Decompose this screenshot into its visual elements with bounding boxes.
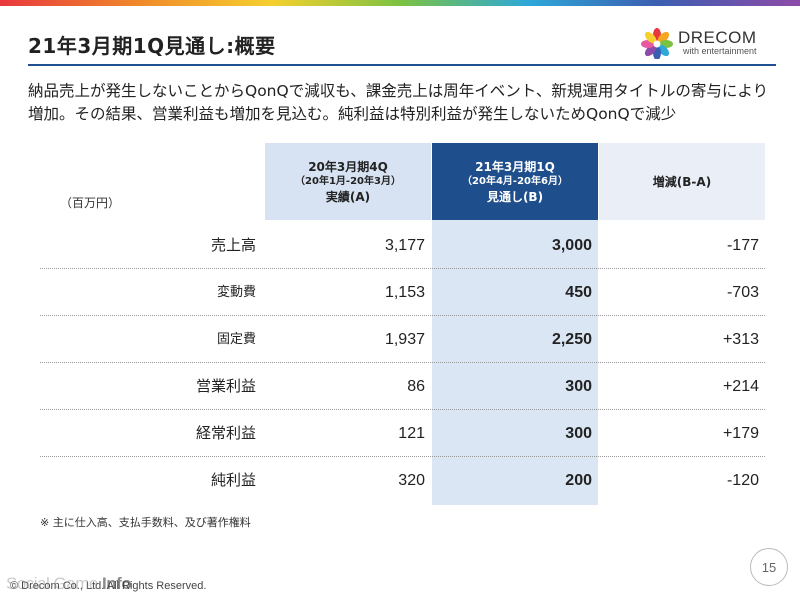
table-row-operating-profit: 営業利益 86 300 +214 (40, 363, 765, 410)
row-label: 固定費 (216, 332, 256, 347)
table-row-net-profit: 純利益 320 200 -120 (40, 457, 765, 504)
cell-forecast: 3,000 (551, 237, 592, 254)
row-label: 経常利益 (195, 424, 256, 442)
cell-actual: 86 (407, 378, 425, 395)
table-row-fixed-cost: 固定費 1,937 2,250 +313 (40, 316, 765, 363)
row-label: 売上高 (210, 236, 256, 254)
table-row-ordinary-profit: 経常利益 121 300 +179 (40, 410, 765, 457)
rainbow-top-bar (0, 0, 800, 6)
cell-forecast: 2,250 (551, 331, 592, 348)
column-header-forecast: 21年3月期1Q （20年4月-20年6月） 見通し(B) (432, 143, 598, 220)
column-header-actual-range: （20年1月-20年3月） (295, 175, 401, 187)
summary-line-1: 納品売上が発生しないことからQonQで減収も、課金売上は周年イベント、新規運用タ… (28, 82, 769, 100)
cell-change: +179 (722, 425, 759, 442)
column-header-forecast-period: 21年3月期1Q (475, 159, 555, 174)
column-header-actual-period: 20年3月期4Q (308, 159, 388, 174)
row-label: 純利益 (210, 471, 256, 489)
watermark: Social Game Info (6, 574, 132, 594)
column-header-forecast-range: （20年4月-20年6月） (462, 175, 568, 187)
column-header-change-label: 増減(B-A) (652, 174, 712, 189)
copyright: © Drecom Co., Ltd. All Rights Reserved. (10, 580, 207, 592)
cell-actual: 121 (398, 425, 425, 442)
row-label: 営業利益 (195, 377, 256, 395)
page-title: 21年3月期1Q見通し:概要 (28, 34, 276, 58)
column-header-actual: 20年3月期4Q （20年1月-20年3月） 実績(A) (265, 143, 431, 220)
cell-change: -703 (726, 284, 759, 301)
watermark-prefix: Social Game (6, 574, 103, 593)
table-row-sales: 売上高 3,177 3,000 -177 (40, 222, 765, 269)
logo-name: DRECOM (678, 27, 757, 47)
cell-actual: 1,153 (384, 284, 425, 301)
drecom-logo: DRECOM with entertainment (640, 24, 776, 60)
page-number: 15 (750, 548, 788, 586)
logo-tagline: with entertainment (683, 45, 757, 56)
watermark-suffix: Info (102, 574, 132, 593)
cell-forecast: 200 (565, 472, 592, 489)
title-underline (28, 64, 776, 66)
summary-line-2: 増加。その結果、営業利益も増加を見込む。純利益は特別利益が発生しないためQonQ… (28, 105, 677, 123)
column-header-actual-label: 実績(A) (325, 189, 371, 204)
table-row-variable-cost: 変動費 1,153 450 -703 (40, 269, 765, 316)
cell-change: -120 (726, 472, 759, 489)
cell-forecast: 300 (565, 425, 592, 442)
flower-logo-icon (640, 25, 674, 59)
cell-forecast: 450 (565, 284, 592, 301)
cell-actual: 3,177 (384, 237, 425, 254)
cell-change: -177 (726, 237, 759, 254)
row-label: 変動費 (216, 285, 256, 300)
cell-actual: 320 (398, 472, 425, 489)
cell-actual: 1,937 (384, 331, 425, 348)
unit-label: （百万円） (60, 196, 121, 210)
summary-text: 納品売上が発生しないことからQonQで減収も、課金売上は周年イベント、新規運用タ… (28, 80, 778, 126)
column-header-change: 増減(B-A) (599, 143, 765, 220)
cell-change: +214 (722, 378, 759, 395)
cell-change: +313 (722, 331, 759, 348)
cell-forecast: 300 (565, 378, 592, 395)
column-header-forecast-label: 見通し(B) (486, 189, 544, 204)
footnote: ※ 主に仕入高、支払手数料、及び著作権料 (40, 516, 251, 529)
